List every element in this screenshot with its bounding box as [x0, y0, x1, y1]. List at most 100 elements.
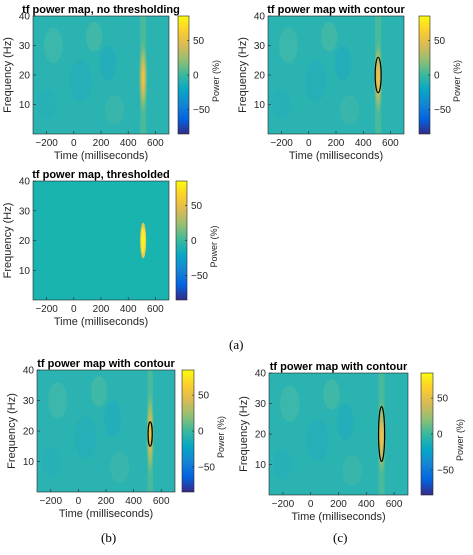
y-tick-label: 30	[19, 41, 31, 52]
x-tick-label: 400	[125, 496, 142, 507]
chart-title: tf power map with contour	[37, 358, 175, 370]
x-tick-label: 200	[93, 138, 110, 149]
heatmap-texture-1	[48, 382, 68, 419]
y-tick-label: 30	[19, 206, 31, 217]
heatmap-texture-6	[334, 45, 351, 81]
heatmap-texture-4	[37, 89, 57, 120]
colorbar-label: Power (%)	[209, 225, 219, 267]
colorbar-label: Power (%)	[455, 419, 465, 461]
colorbar-tick-label: −50	[437, 465, 454, 476]
x-tick-label: 200	[328, 138, 345, 149]
heatmap-area	[269, 373, 408, 495]
x-tick-label: −200	[35, 138, 58, 149]
heatmap-texture-3	[74, 415, 97, 459]
heatmap-texture-4	[273, 449, 293, 480]
y-axis-label: Frequency (Hz)	[2, 37, 14, 113]
chart-title: tf power map with contour	[270, 361, 408, 373]
chart-title: tf power map, no thresholding	[22, 4, 180, 16]
y-tick-label: 40	[19, 177, 31, 188]
heatmap-texture-3	[69, 60, 92, 102]
colorbar-tick-label: 50	[193, 36, 205, 47]
y-tick-label: 40	[255, 369, 267, 380]
colorbar-tick-label: −50	[191, 271, 208, 282]
heatmap-area	[37, 370, 175, 492]
x-tick-label: −200	[270, 138, 293, 149]
colorbar-tick-label: 50	[191, 201, 203, 212]
subfigure-label-c: (c)	[333, 530, 348, 545]
colorbar-tick-label: 50	[434, 36, 446, 47]
x-tick-label: 0	[71, 304, 77, 315]
subfigure-label-a: (a)	[229, 337, 244, 352]
x-axis-label: Time (milliseconds)	[59, 508, 153, 520]
x-axis-label: Time (milliseconds)	[291, 511, 385, 523]
significance-contour	[147, 421, 153, 447]
x-tick-label: 400	[120, 138, 137, 149]
power-blob	[145, 385, 155, 483]
y-axis-label: Frequency (Hz)	[6, 393, 18, 469]
heatmap-area	[33, 181, 169, 300]
y-tick-label: 10	[255, 460, 267, 471]
heatmap-background	[33, 181, 169, 300]
y-tick-label: 20	[19, 236, 31, 247]
significance-contour	[374, 56, 382, 94]
y-tick-label: 40	[19, 12, 31, 23]
heatmap-texture-2	[86, 21, 103, 52]
power-blob	[373, 35, 383, 121]
x-tick-label: 600	[147, 138, 164, 149]
y-tick-label: 40	[23, 366, 35, 377]
y-tick-label: 30	[255, 399, 267, 410]
y-tick-label: 20	[23, 427, 35, 438]
heatmap-texture-1	[43, 27, 63, 64]
subfigure-label-b: (b)	[101, 530, 117, 545]
x-tick-label: 0	[308, 499, 314, 510]
x-tick-label: −200	[272, 499, 295, 510]
heatmap-texture-5	[105, 95, 125, 126]
heatmap-texture-5	[340, 95, 360, 126]
heatmap-texture-2	[323, 379, 340, 410]
x-tick-label: 0	[71, 138, 77, 149]
colorbar-label: Power (%)	[452, 60, 462, 102]
heatmap-texture-5	[342, 455, 363, 486]
y-tick-label: 40	[254, 12, 266, 23]
colorbar-tick-label: 0	[198, 427, 204, 438]
x-axis-label: Time (milliseconds)	[54, 150, 148, 162]
power-blob	[138, 35, 148, 121]
y-tick-label: 20	[254, 71, 266, 82]
x-tick-label: 200	[93, 304, 110, 315]
y-tick-label: 10	[23, 457, 35, 468]
heatmap-texture-5	[110, 452, 130, 483]
heatmap-texture-6	[337, 403, 354, 441]
heatmap-texture-3	[306, 418, 329, 462]
heatmap-texture-2	[90, 376, 108, 407]
colorbar-tick-label: −50	[198, 462, 215, 473]
x-tick-label: 400	[358, 499, 375, 510]
heatmap-area	[33, 16, 169, 134]
x-tick-label: 400	[355, 138, 372, 149]
power-blob	[140, 222, 147, 259]
x-tick-label: 600	[382, 138, 399, 149]
heatmap-texture-3	[304, 60, 327, 102]
chart-title: tf power map with contour	[267, 4, 405, 16]
x-tick-label: −200	[40, 496, 63, 507]
x-tick-label: 600	[147, 304, 164, 315]
x-tick-label: 200	[330, 499, 347, 510]
x-axis-label: Time (milliseconds)	[54, 316, 148, 328]
x-tick-label: 0	[76, 496, 82, 507]
x-tick-label: −200	[35, 304, 58, 315]
y-tick-label: 30	[23, 396, 35, 407]
y-axis-label: Frequency (Hz)	[238, 396, 250, 472]
x-tick-label: 200	[98, 496, 115, 507]
colorbar-tick-label: 50	[437, 394, 449, 405]
x-tick-label: 400	[120, 304, 137, 315]
heatmap-texture-2	[321, 21, 338, 52]
chart-title: tf power map, thresholded	[32, 169, 170, 181]
y-tick-label: 30	[254, 41, 266, 52]
heatmap-texture-6	[104, 400, 122, 438]
y-tick-label: 10	[254, 100, 266, 111]
y-axis-label: Frequency (Hz)	[237, 37, 249, 113]
y-axis-label: Frequency (Hz)	[2, 203, 14, 279]
